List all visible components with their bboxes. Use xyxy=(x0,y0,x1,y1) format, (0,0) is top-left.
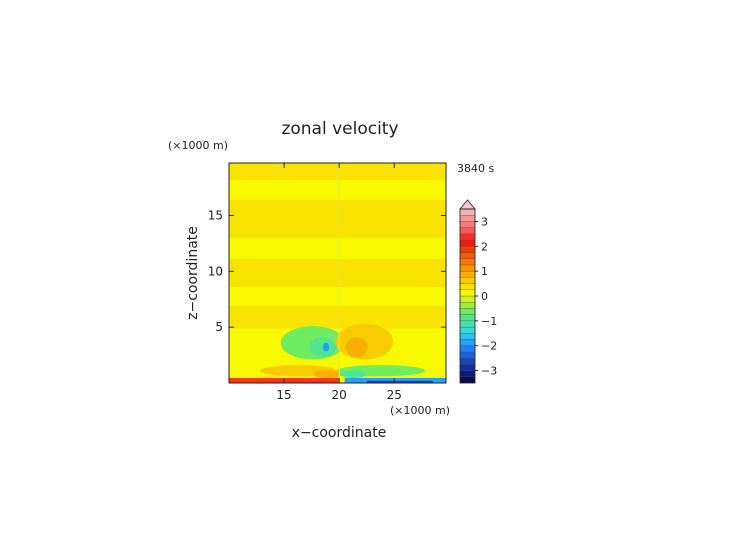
chart-title: zonal velocity xyxy=(281,119,398,139)
y-tick-label: 10 xyxy=(208,264,223,278)
field-region xyxy=(229,286,446,306)
colorbar-swatch xyxy=(459,314,476,322)
field-layer xyxy=(229,163,446,383)
colorbar-swatch xyxy=(459,252,476,259)
colorbar-swatch xyxy=(459,345,476,353)
colorbar-swatch xyxy=(459,215,476,222)
x-tick-label: 25 xyxy=(387,388,402,402)
colorbar-swatch xyxy=(459,370,476,377)
field-region xyxy=(229,237,446,260)
colorbar-swatch xyxy=(459,264,476,272)
plot-area xyxy=(228,162,447,384)
field-region xyxy=(322,342,330,352)
y-tick-label: 15 xyxy=(208,208,223,222)
colorbar-swatch xyxy=(459,308,476,315)
colorbar-swatch xyxy=(459,295,476,303)
time-label: 3840 s xyxy=(457,162,494,175)
field-region xyxy=(344,377,446,383)
field-region xyxy=(345,337,368,358)
colorbar-swatch xyxy=(459,277,476,284)
field-region xyxy=(262,380,329,383)
colorbar-swatch xyxy=(459,283,476,290)
colorbar-swatch xyxy=(459,339,476,346)
x-tick-label: 15 xyxy=(276,388,291,402)
colorbar-tick-label: 1 xyxy=(481,265,488,278)
colorbar-extend xyxy=(459,199,476,210)
colorbar-swatch xyxy=(459,376,476,384)
colorbar-swatch xyxy=(459,239,476,247)
y-axis-label: z−coordinate xyxy=(185,226,201,320)
x-unit-label: (×1000 m) xyxy=(390,404,450,417)
colorbar-swatch xyxy=(459,258,476,266)
colorbar-swatch xyxy=(459,364,476,371)
y-axis: 5 10 15 xyxy=(208,208,446,334)
x-axis: 15 20 25 xyxy=(276,163,402,402)
colorbar-swatch xyxy=(459,246,476,253)
x-axis-label: x−coordinate xyxy=(292,425,387,441)
colorbar-swatch xyxy=(459,357,476,365)
field-region xyxy=(229,179,446,200)
colorbar-swatch xyxy=(459,227,476,235)
field-region xyxy=(312,370,344,378)
colorbar-tick-label: 3 xyxy=(481,215,488,228)
colorbar-swatch xyxy=(459,289,476,297)
colorbar-swatch xyxy=(459,351,476,359)
colorbar-swatch xyxy=(459,221,476,228)
field-region xyxy=(340,370,367,378)
colorbar-swatch xyxy=(459,320,476,328)
colorbar-tick-label: −2 xyxy=(481,340,497,353)
colorbar-swatch xyxy=(459,302,476,309)
y-unit-label: (×1000 m) xyxy=(168,139,228,152)
colorbar: 3 2 1 0 −1 −2 −3 xyxy=(459,199,497,384)
colorbar-tick-label: 2 xyxy=(481,240,488,253)
y-tick-label: 5 xyxy=(215,320,223,334)
colorbar-swatch xyxy=(459,333,476,340)
colorbar-swatch xyxy=(459,326,476,334)
colorbar-swatch xyxy=(459,233,476,241)
x-tick-label: 20 xyxy=(332,388,347,402)
colorbar-swatch xyxy=(459,270,476,278)
field-region xyxy=(366,380,433,383)
colorbar-swatch xyxy=(459,208,476,216)
colorbar-tick-label: 0 xyxy=(481,290,488,303)
plot-frame xyxy=(228,162,447,384)
colorbar-tick-label: −3 xyxy=(481,365,497,378)
colorbar-tick-label: −1 xyxy=(481,315,497,328)
